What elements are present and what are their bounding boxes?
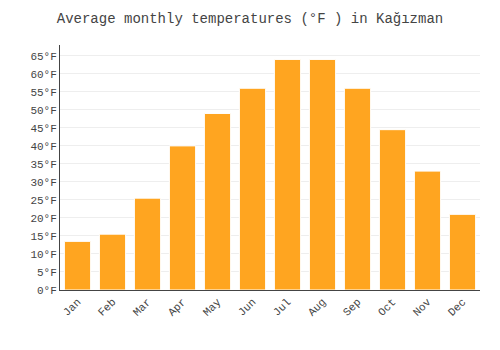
svg-text:35°F: 35°F: [30, 159, 56, 171]
svg-text:Apr: Apr: [166, 296, 188, 318]
svg-text:Sep: Sep: [341, 296, 363, 318]
svg-text:Jan: Jan: [61, 296, 83, 318]
svg-text:30°F: 30°F: [30, 177, 56, 189]
svg-text:40°F: 40°F: [30, 141, 56, 153]
svg-text:Oct: Oct: [376, 296, 398, 318]
svg-text:65°F: 65°F: [30, 51, 56, 63]
svg-text:45°F: 45°F: [30, 123, 56, 135]
svg-text:60°F: 60°F: [30, 69, 56, 81]
svg-text:20°F: 20°F: [30, 213, 56, 225]
svg-text:25°F: 25°F: [30, 195, 56, 207]
svg-text:Jul: Jul: [271, 296, 293, 318]
svg-text:Aug: Aug: [306, 296, 328, 318]
svg-text:Nov: Nov: [411, 296, 434, 319]
svg-text:5°F: 5°F: [37, 267, 57, 279]
svg-text:15°F: 15°F: [30, 231, 56, 243]
svg-text:10°F: 10°F: [30, 249, 56, 261]
svg-text:May: May: [201, 296, 224, 319]
svg-text:0°F: 0°F: [37, 285, 57, 297]
svg-text:50°F: 50°F: [30, 105, 56, 117]
svg-text:Dec: Dec: [446, 296, 468, 318]
svg-text:Feb: Feb: [96, 296, 118, 318]
svg-text:55°F: 55°F: [30, 87, 56, 99]
svg-text:Jun: Jun: [236, 296, 258, 318]
svg-text:Average monthly temperatures (: Average monthly temperatures (°F ) in Ka…: [57, 11, 443, 27]
svg-text:Mar: Mar: [131, 296, 153, 318]
